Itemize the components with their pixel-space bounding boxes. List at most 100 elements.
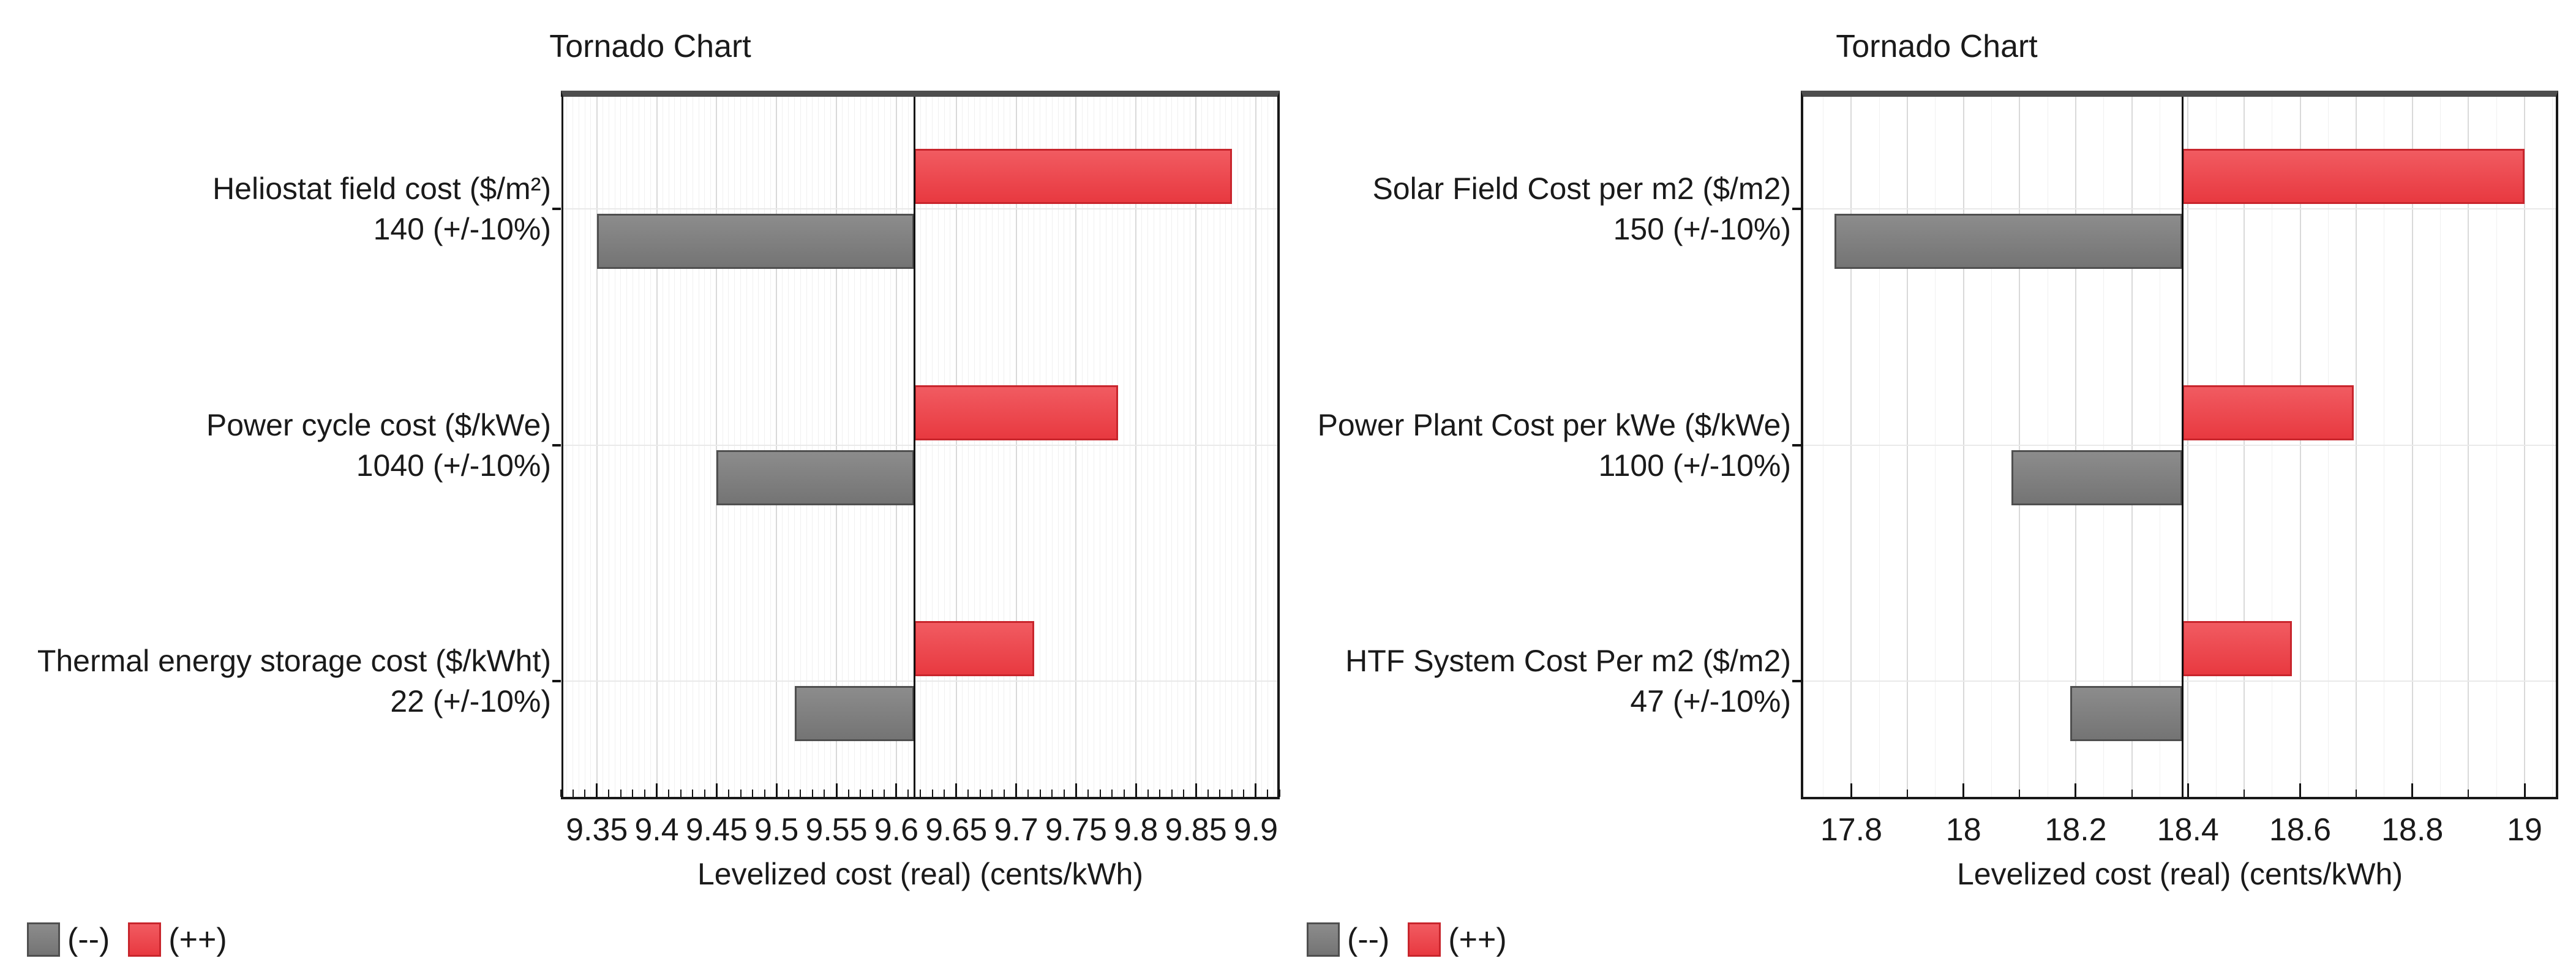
gridline-minor bbox=[1201, 97, 1203, 797]
gridline-major bbox=[1907, 97, 1909, 797]
axis-tick-minor bbox=[1051, 790, 1053, 797]
gridline-minor bbox=[1879, 97, 1880, 797]
gridline-major bbox=[836, 97, 838, 797]
gridline-minor bbox=[872, 97, 873, 797]
axis-tick-minor bbox=[2019, 790, 2021, 797]
gridline-minor bbox=[944, 97, 945, 797]
x-tick-label: 9.85 bbox=[1165, 812, 1227, 848]
gridline-minor bbox=[1087, 97, 1089, 797]
axis-tick-minor bbox=[620, 790, 621, 797]
axis-tick-minor bbox=[692, 790, 694, 797]
gridline-major bbox=[895, 97, 897, 797]
axis-tick-minor bbox=[1279, 790, 1280, 797]
row-center-line bbox=[1803, 680, 2556, 682]
axis-tick-minor bbox=[2243, 790, 2245, 797]
x-tick-label: 9.9 bbox=[1233, 812, 1279, 848]
gridline-minor bbox=[812, 97, 813, 797]
gridline-minor bbox=[932, 97, 933, 797]
row-value: 22 (+/-10%) bbox=[390, 684, 551, 719]
legend: (--) (++) bbox=[1307, 921, 1507, 958]
axis-tick-minor bbox=[608, 790, 610, 797]
axis-tick-minor bbox=[572, 790, 574, 797]
legend-label-positive: (++) bbox=[168, 922, 227, 957]
row-label: Power cycle cost ($/kWe) 1040 (+/-10%) bbox=[18, 378, 551, 513]
gridline-minor bbox=[704, 97, 705, 797]
axis-tick-minor bbox=[1219, 790, 1221, 797]
axis-tick-minor bbox=[2131, 790, 2133, 797]
axis-tick-minor bbox=[644, 790, 645, 797]
x-tick-label: 9.35 bbox=[566, 812, 628, 848]
axis-tick-minor bbox=[824, 790, 825, 797]
gridline-minor bbox=[728, 97, 729, 797]
axis-tick-major bbox=[1255, 783, 1257, 797]
gridline-minor bbox=[800, 97, 801, 797]
gridline-major bbox=[1850, 97, 1852, 797]
bar-negative bbox=[596, 213, 915, 269]
gridline-major bbox=[955, 97, 957, 797]
axis-tick-major bbox=[715, 783, 718, 797]
bar-negative bbox=[794, 686, 915, 742]
x-tick-label: 9.55 bbox=[805, 812, 868, 848]
axis-tick-minor bbox=[931, 790, 933, 797]
gridline-major bbox=[1255, 97, 1256, 797]
gridline-minor bbox=[734, 97, 735, 797]
gridline-major bbox=[776, 97, 778, 797]
category-tick bbox=[552, 207, 561, 210]
gridline-minor bbox=[937, 97, 939, 797]
axis-tick-minor bbox=[680, 790, 682, 797]
bar-negative bbox=[2070, 686, 2183, 742]
gridline-major bbox=[2299, 97, 2301, 797]
gridline-major bbox=[1075, 97, 1077, 797]
row-center-line bbox=[563, 444, 1277, 446]
category-tick bbox=[552, 443, 561, 447]
gridline-minor bbox=[770, 97, 771, 797]
axis-tick-minor bbox=[2356, 790, 2357, 797]
axis-tick-minor bbox=[920, 790, 921, 797]
legend-label-positive: (++) bbox=[1448, 922, 1507, 957]
axis-tick-major bbox=[2187, 783, 2189, 797]
gridline-minor bbox=[974, 97, 975, 797]
gridline-minor bbox=[2327, 97, 2329, 797]
gridline-minor bbox=[902, 97, 903, 797]
gridline-major bbox=[2411, 97, 2413, 797]
row-value: 1040 (+/-10%) bbox=[356, 448, 551, 483]
axis-tick-minor bbox=[668, 790, 670, 797]
axis-tick-minor bbox=[907, 790, 909, 797]
category-tick bbox=[1792, 680, 1801, 683]
gridline-minor bbox=[566, 97, 568, 797]
gridline-minor bbox=[1171, 97, 1173, 797]
bar-negative bbox=[2011, 450, 2183, 505]
gridline-minor bbox=[1231, 97, 1233, 797]
x-tick-label: 9.65 bbox=[925, 812, 988, 848]
axis-tick-minor bbox=[1147, 790, 1149, 797]
x-tick-label: 19 bbox=[2507, 812, 2542, 848]
axis-tick-minor bbox=[632, 790, 634, 797]
row-value: 150 (+/-10%) bbox=[1613, 211, 1791, 246]
axis-tick-major bbox=[656, 783, 658, 797]
gridline-minor bbox=[680, 97, 682, 797]
gridline-minor bbox=[710, 97, 712, 797]
axis-tick-minor bbox=[884, 790, 885, 797]
legend: (--) (++) bbox=[27, 921, 227, 958]
gridline-minor bbox=[1237, 97, 1239, 797]
gridline-minor bbox=[764, 97, 765, 797]
x-tick-label: 17.8 bbox=[1820, 812, 1883, 848]
gridline-minor bbox=[626, 97, 628, 797]
bar-positive bbox=[914, 385, 1118, 440]
gridline-minor bbox=[644, 97, 645, 797]
axis-tick-minor bbox=[2468, 790, 2469, 797]
axis-tick-minor bbox=[1207, 790, 1209, 797]
gridline-major bbox=[1195, 97, 1197, 797]
gridline-minor bbox=[997, 97, 999, 797]
row-center-line bbox=[563, 680, 1277, 682]
gridline-minor bbox=[794, 97, 795, 797]
chart-title: Tornado Chart bbox=[1836, 29, 2038, 64]
gridline-minor bbox=[1207, 97, 1209, 797]
axis-tick-minor bbox=[1027, 790, 1029, 797]
axis-tick-major bbox=[1135, 783, 1137, 797]
axis-tick-major bbox=[1195, 783, 1197, 797]
plot-area bbox=[1801, 91, 2558, 799]
gridline-minor bbox=[1117, 97, 1119, 797]
axis-tick-minor bbox=[787, 790, 789, 797]
